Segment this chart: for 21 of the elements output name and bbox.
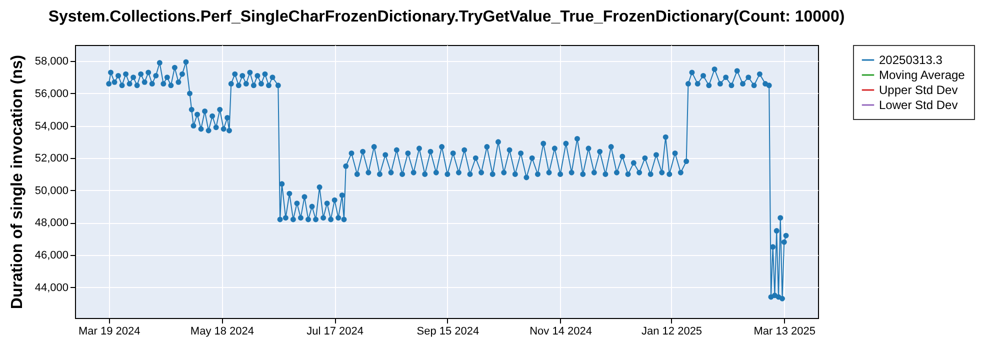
x-tick-label: Jan 12 2025	[642, 326, 702, 338]
y-tick-label: 52,000	[34, 152, 68, 165]
legend-label: Moving Average	[879, 68, 966, 82]
y-tick-label: 48,000	[34, 217, 68, 230]
x-tick-label: May 18 2024	[190, 326, 254, 338]
x-tick-label: Sep 15 2024	[416, 326, 480, 338]
x-tick-label: Mar 13 2025	[754, 326, 816, 338]
y-tick-label: 58,000	[34, 56, 68, 68]
y-tick-label: 46,000	[34, 250, 68, 262]
legend-label: 20250313.3	[879, 53, 943, 67]
y-tick-label: 44,000	[34, 282, 68, 294]
legend-label: Lower Std Dev	[879, 98, 958, 112]
x-tick-label: Mar 19 2024	[78, 326, 140, 338]
legend-label: Upper Std Dev	[879, 83, 958, 97]
x-tick-label: Jul 17 2024	[306, 326, 364, 338]
x-tick-label: Nov 14 2024	[530, 326, 592, 338]
y-tick-label: 54,000	[34, 120, 68, 132]
y-tick-label: 50,000	[34, 184, 68, 197]
y-axis-title: Duration of single invocation (ns)	[8, 54, 26, 310]
y-tick-label: 56,000	[34, 88, 68, 100]
chart-title: System.Collections.Perf_SingleCharFrozenDictionary.TryGetValue_True_FrozenDictionary(Count: 10000)	[48, 8, 845, 26]
